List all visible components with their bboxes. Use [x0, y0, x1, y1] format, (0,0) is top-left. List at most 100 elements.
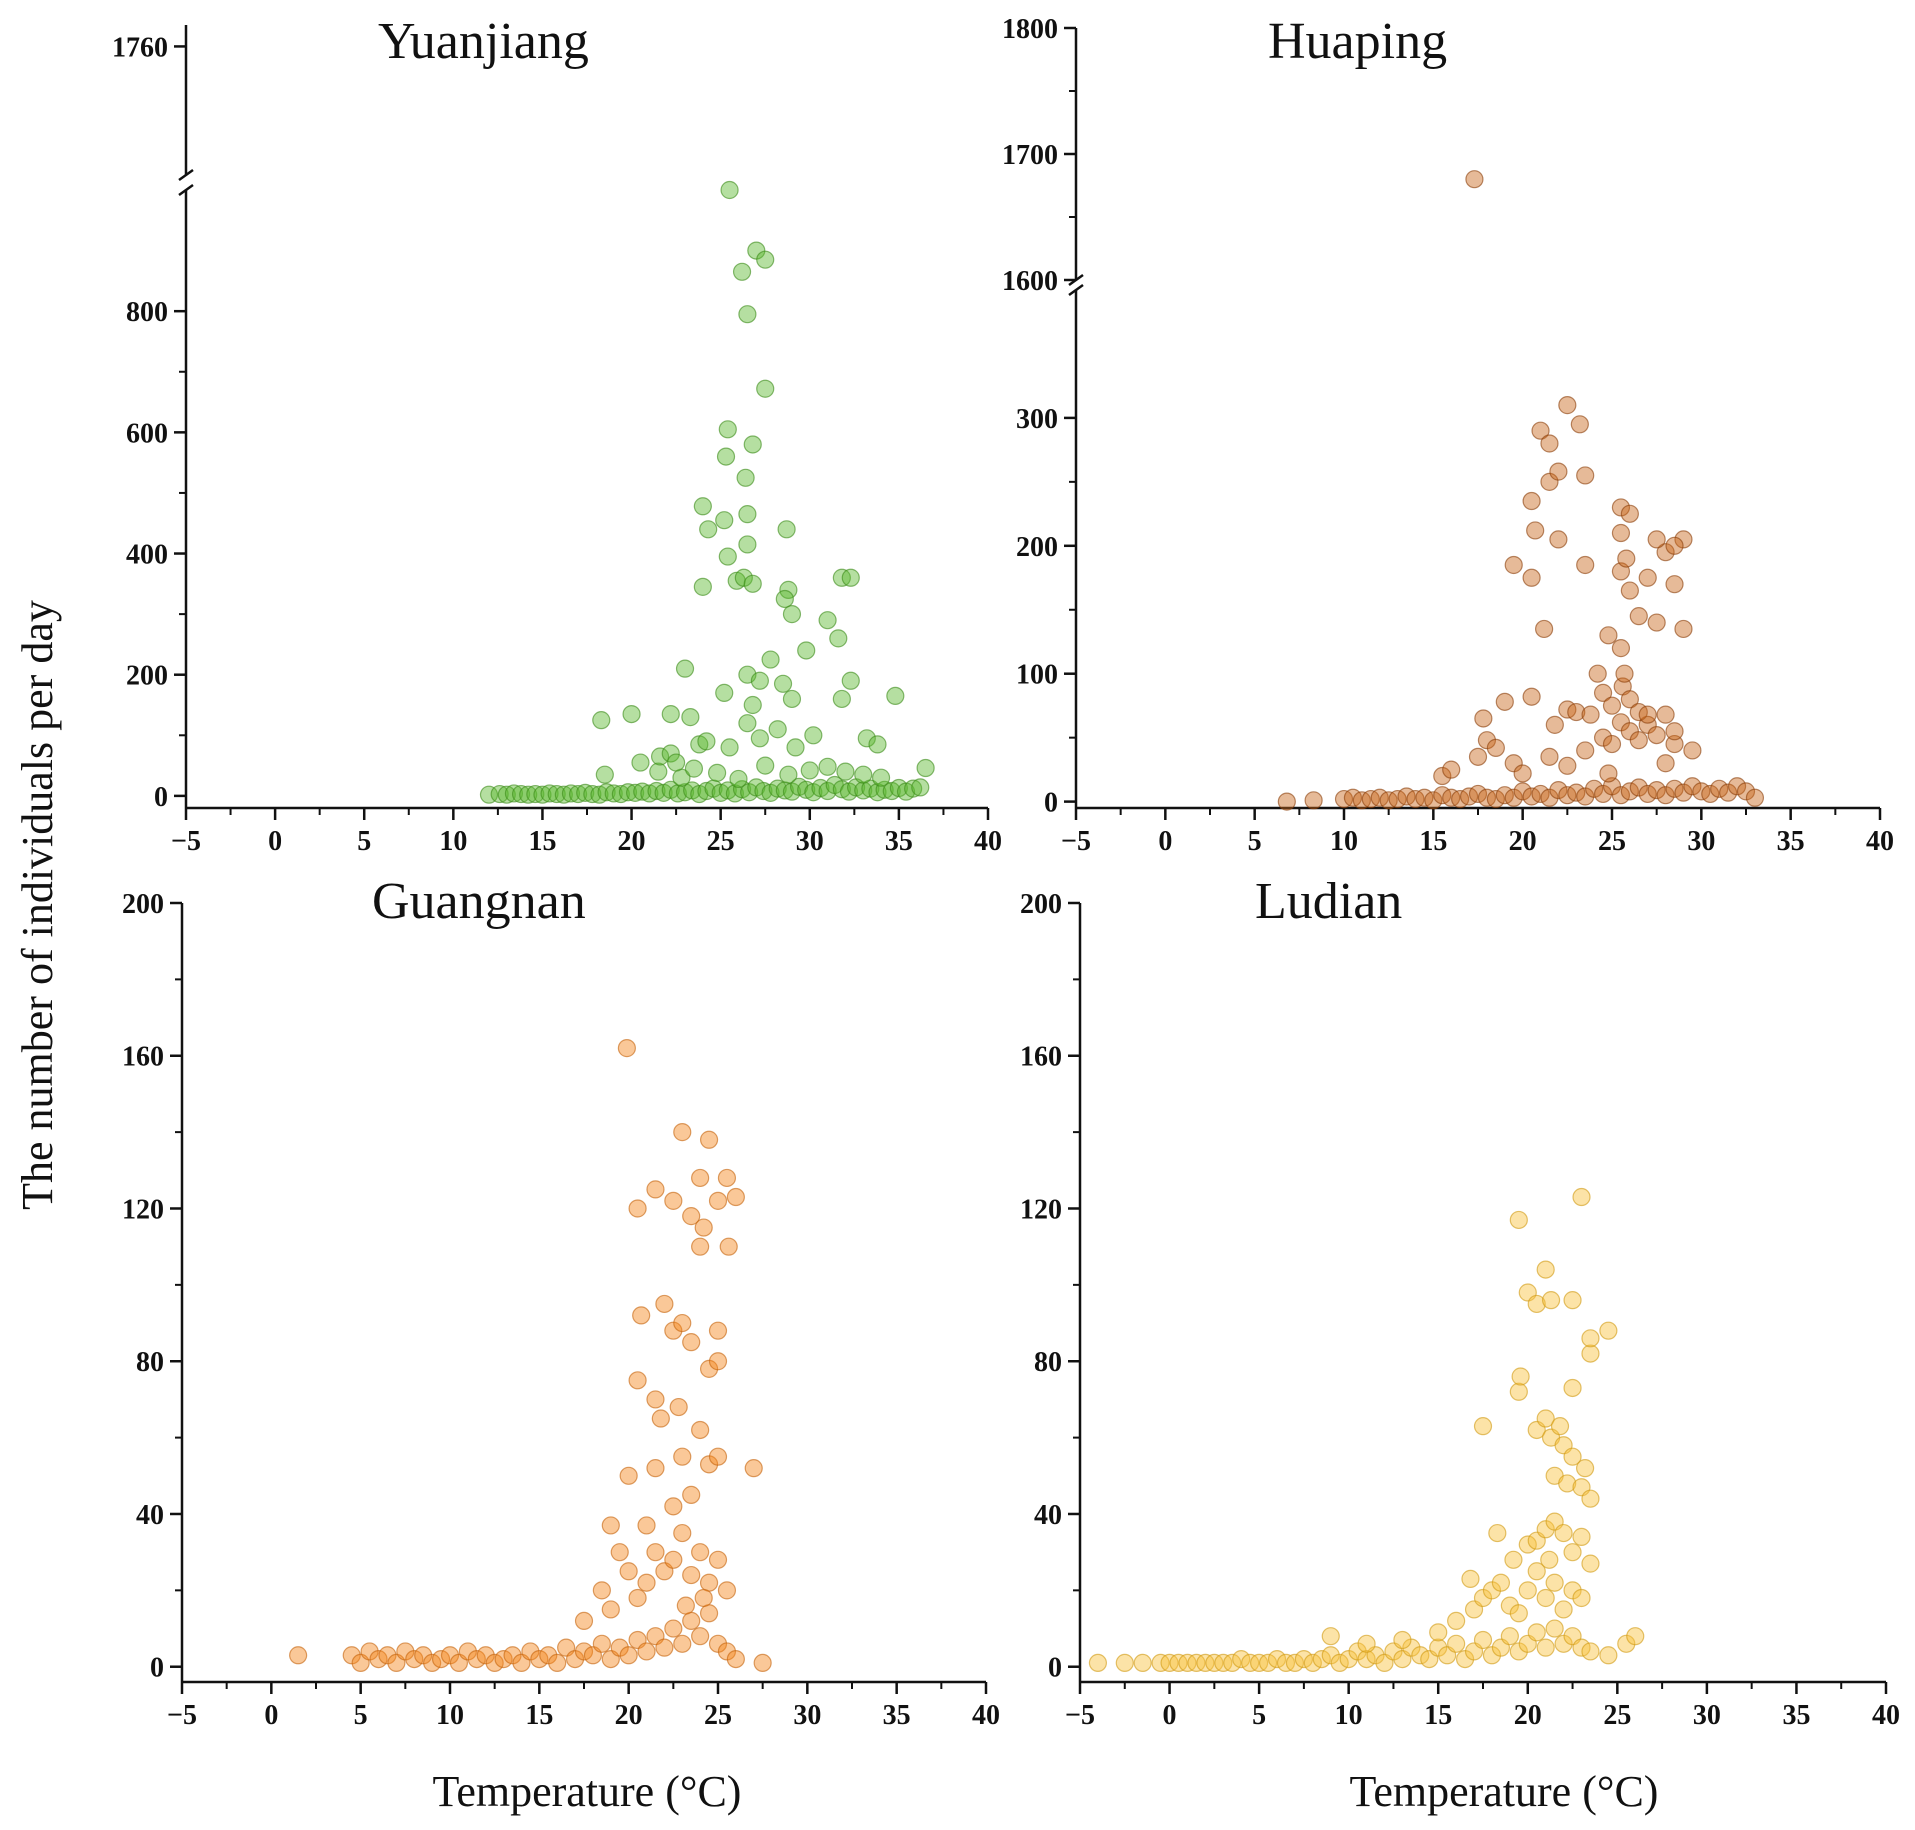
data-point	[1447, 1634, 1466, 1653]
data-point	[1509, 1382, 1528, 1401]
data-point	[1674, 783, 1693, 802]
data-point	[691, 1168, 710, 1188]
data-point	[547, 784, 566, 804]
data-point	[871, 768, 891, 787]
data-point	[675, 783, 695, 802]
data-point	[494, 1649, 513, 1669]
data-point	[1576, 466, 1595, 485]
data-point	[1518, 1535, 1537, 1554]
data-point	[1629, 731, 1648, 750]
data-point	[637, 1516, 656, 1535]
data-point	[610, 1543, 629, 1562]
data-point	[1526, 521, 1545, 540]
data-point	[911, 778, 930, 797]
data-point	[1638, 784, 1657, 804]
data-point	[1312, 1649, 1331, 1669]
data-point	[431, 1649, 451, 1669]
data-point	[800, 761, 819, 780]
data-point	[693, 577, 712, 596]
axis-break-mark	[1068, 283, 1084, 297]
data-point	[1674, 530, 1693, 549]
data-point	[729, 769, 748, 789]
data-point	[664, 1619, 683, 1638]
data-point	[699, 1604, 719, 1623]
data-point	[1620, 690, 1639, 709]
data-point	[646, 1390, 665, 1409]
data-point	[738, 305, 757, 324]
data-point	[601, 1600, 620, 1619]
data-point	[708, 1447, 728, 1466]
data-point	[1522, 491, 1541, 511]
data-point	[669, 1397, 688, 1417]
data-point	[1599, 1646, 1618, 1665]
data-point	[1581, 1642, 1600, 1661]
data-point	[841, 671, 860, 690]
data-point	[619, 1562, 638, 1581]
x-tick-label: 0	[1163, 1700, 1177, 1731]
data-point	[773, 674, 793, 693]
data-point	[1665, 722, 1684, 741]
data-point	[1330, 1653, 1349, 1673]
data-point	[632, 1306, 651, 1325]
data-point	[1581, 1329, 1600, 1348]
y-tick-label: 80	[1034, 1347, 1062, 1378]
data-point	[1509, 1210, 1528, 1230]
data-point	[1572, 1527, 1591, 1546]
data-point	[1576, 741, 1595, 760]
x-tick-label: 30	[1693, 1700, 1721, 1731]
data-point	[576, 783, 595, 802]
data-point	[1536, 1638, 1555, 1657]
data-point	[1513, 764, 1532, 783]
data-point	[667, 753, 686, 772]
data-point	[1522, 687, 1541, 706]
data-point	[1736, 782, 1756, 801]
data-point	[832, 780, 851, 799]
data-point	[617, 1039, 636, 1058]
data-point	[682, 1485, 701, 1504]
y-tick-label: 300	[1016, 404, 1058, 435]
data-point	[1615, 664, 1634, 683]
data-point	[717, 1581, 737, 1600]
data-point	[673, 1313, 692, 1333]
data-point	[1599, 626, 1618, 645]
x-tick-label: 30	[793, 1700, 821, 1731]
data-point	[756, 756, 775, 775]
data-point	[1656, 543, 1675, 562]
panel-title: Guangnan	[372, 873, 586, 930]
x-tick-label: 0	[264, 1700, 278, 1731]
data-point	[618, 783, 638, 802]
data-point	[628, 1199, 647, 1218]
scatter-points	[289, 1039, 772, 1673]
data-point	[916, 758, 935, 778]
x-tick-label: 30	[1687, 826, 1715, 857]
scatter-points	[479, 180, 935, 804]
data-point	[1540, 747, 1559, 766]
x-tick-label: 25	[1598, 826, 1626, 857]
data-point	[554, 785, 573, 804]
panel-huaping: Huaping−5 0 5 10 15 20 25 30 35 40010020030016001…	[1002, 13, 1894, 857]
data-point	[719, 1237, 738, 1256]
data-point	[797, 641, 816, 660]
data-point	[1549, 780, 1568, 800]
data-point	[1535, 619, 1554, 639]
data-point	[708, 1550, 728, 1569]
data-point	[708, 1191, 728, 1210]
data-point	[1656, 786, 1675, 805]
data-point	[697, 732, 716, 751]
data-point	[637, 1573, 656, 1592]
data-point	[1357, 1634, 1376, 1653]
data-point	[1647, 530, 1666, 549]
data-point	[720, 738, 739, 757]
data-point	[595, 765, 614, 784]
data-point	[646, 1459, 665, 1478]
data-point	[753, 1653, 772, 1673]
data-point	[779, 765, 798, 784]
data-point	[1545, 715, 1564, 734]
y-tick-label: 0	[1044, 788, 1058, 819]
data-point	[1620, 782, 1639, 801]
data-point	[655, 1294, 674, 1314]
data-point	[1665, 734, 1684, 754]
x-tick-label: 0	[268, 826, 282, 857]
data-point	[637, 1642, 656, 1661]
